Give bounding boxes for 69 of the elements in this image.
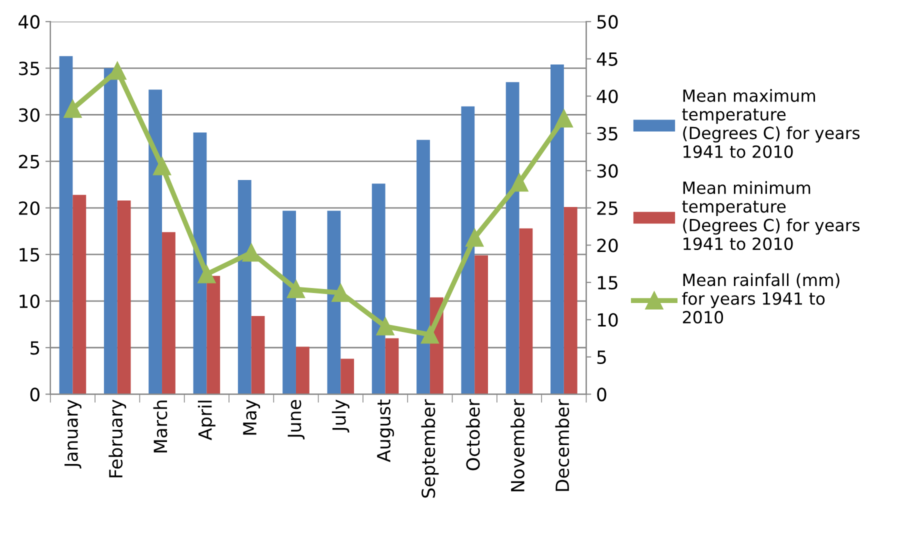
x-tick-label: June [288,400,305,440]
y2-tick-label: 10 [598,313,618,327]
bar [340,358,354,394]
bar [148,90,162,394]
bar [282,210,296,394]
bar [416,140,430,394]
x-tick-label: April [198,400,216,440]
x-tick-label: September [421,399,439,498]
point [510,174,528,192]
legend-label: Mean minimum temperature (Degrees C) for years 1941 to 2010 [682,181,860,250]
y2-tick-label: 0 [597,388,606,402]
y-tick-label: 40 [18,15,40,29]
bar [72,194,86,394]
bar [461,106,475,394]
y-tick-label: 35 [19,62,40,76]
bar [506,82,520,394]
point [152,157,172,176]
point [332,284,350,302]
bar [372,184,386,394]
y2-tick-label: 30 [597,164,618,178]
y2-tick-label: 45 [596,52,618,66]
y2-tick-label: 35 [597,126,618,140]
x-tick-label: May [243,400,260,435]
bar [564,206,578,394]
bar [59,56,73,394]
x-tick-label: January [64,400,82,468]
y-tick-label: 15 [20,248,40,262]
x-tick-label: October [466,399,480,470]
y2-tick-label: 20 [597,238,618,252]
y-tick-label: 20 [19,201,40,216]
bar [162,232,176,394]
point [198,265,216,284]
y-tick-label: 5 [30,341,40,355]
y2-tick-label: 25 [597,201,618,216]
y2-tick-label: 40 [596,90,618,104]
bar [117,200,131,394]
point [420,326,439,344]
x-tick-label: August [377,399,394,462]
bar [251,316,265,394]
bar [104,68,118,394]
y2-tick-label: 15 [598,276,618,290]
y-tick-label: 30 [19,108,40,122]
x-tick-label: November [510,399,524,492]
legend-label: Mean rainfall (mm) for years 1941 to 2010 [682,273,840,324]
point [286,280,306,298]
bar [327,210,341,394]
bar [206,276,220,394]
bar [238,180,252,394]
bar [193,132,207,394]
bar [519,228,533,394]
x-tick-label: December [555,399,570,491]
y-tick-label: 25 [19,154,40,168]
y-tick-label: 0 [30,388,40,402]
y2-tick-label: 50 [597,15,618,29]
x-tick-label: February [108,400,126,478]
point [554,109,573,128]
y2-tick-label: 5 [597,350,606,364]
legend-label: Mean maximum temperature (Degrees C) for years 1941 to 2010 [682,89,860,158]
bar [474,255,488,394]
point [242,244,260,262]
point [64,100,82,118]
x-tick-label: March [153,400,168,452]
point [376,317,394,336]
y-tick-label: 10 [20,294,40,308]
x-tick-label: July [332,400,350,432]
point [466,228,484,247]
bar [385,338,399,394]
bar [296,346,310,394]
bar [550,64,564,394]
